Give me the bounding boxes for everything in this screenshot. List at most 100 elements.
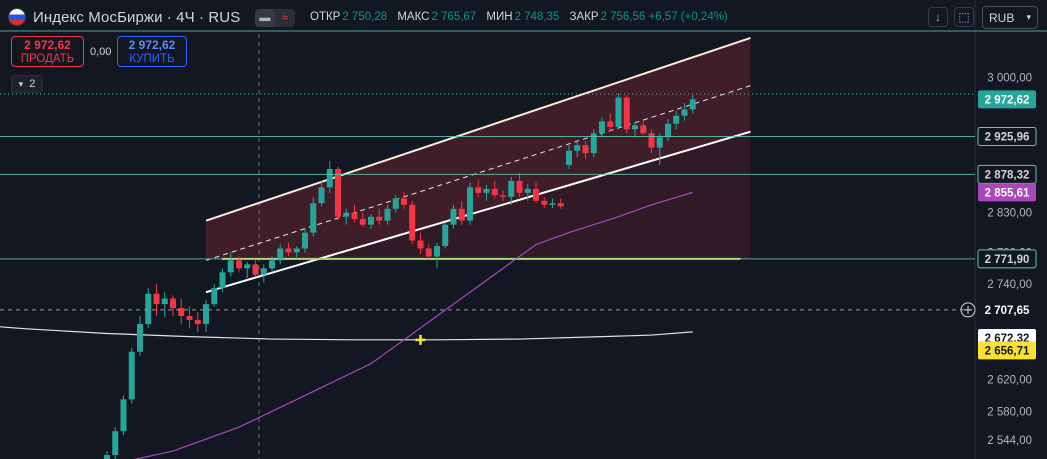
price-label: 2 878,32 [985, 169, 1030, 181]
sell-label: ПРОДАТЬ [20, 53, 75, 65]
candle-body [145, 293, 152, 324]
price-label: 2 656,71 [985, 345, 1030, 357]
chevron-down-icon: ▾ [1026, 12, 1031, 22]
price-label: 2 855,61 [985, 187, 1030, 199]
candle-body [161, 298, 168, 305]
price-label-box [978, 90, 1036, 109]
candle-body [500, 195, 506, 197]
candle-body [640, 125, 647, 134]
candle-body [326, 169, 333, 188]
candle-body [458, 208, 465, 221]
candle-body [244, 264, 251, 269]
candle-body [689, 99, 696, 110]
candle-body [607, 121, 614, 127]
candle-body [194, 319, 201, 324]
candle-body [673, 115, 680, 124]
indicators-collapse-button[interactable]: ▾ 2 [11, 75, 43, 93]
candle-body [368, 216, 374, 225]
buy-price: 2 972,62 [128, 38, 176, 52]
price-label-box [978, 341, 1036, 360]
price-label: 2 771,90 [985, 254, 1030, 266]
channel-fill [206, 37, 751, 259]
candle-body [211, 288, 218, 305]
candle-body [277, 248, 284, 261]
screenshot-icon[interactable]: ⬚ [954, 7, 974, 27]
candle-body [227, 260, 234, 273]
candle-body [582, 145, 589, 154]
candle-body [434, 246, 440, 257]
candle-body [376, 216, 383, 221]
candle-body [533, 188, 539, 201]
candle-body [384, 208, 391, 221]
candle-body [351, 212, 358, 220]
y-tick-label: 2 830,00 [987, 208, 1032, 220]
y-tick-label: 3 000,00 [987, 73, 1032, 85]
close-value: 2 756,56 +6,57 (+0,24%) [600, 11, 728, 23]
minus-icon[interactable]: ▬ [255, 9, 275, 27]
candle-body [442, 224, 449, 247]
candle-body [632, 125, 638, 130]
candle-body [475, 187, 482, 193]
buy-button[interactable]: 2 972,62 КУПИТЬ [117, 36, 187, 67]
y-tick-label: 2 544,00 [987, 435, 1032, 447]
price-label-box [977, 164, 1037, 184]
candle-body [401, 198, 407, 205]
chevron-down-icon: ▾ [18, 78, 24, 89]
candle-body [516, 180, 523, 193]
buy-label: КУПИТЬ [129, 53, 175, 65]
candle-body [425, 248, 432, 257]
candle-body [599, 121, 605, 134]
candle-body [648, 133, 655, 148]
y-tick-label: 2 740,00 [987, 279, 1032, 291]
high-label: МАКС [397, 11, 430, 23]
candle-body [450, 208, 457, 225]
candle-body [359, 219, 366, 225]
price-label-box [977, 249, 1037, 269]
candle-body [656, 137, 663, 148]
price-label: 2 972,62 [985, 94, 1030, 106]
plus-icon [964, 305, 972, 314]
price-axis[interactable]: 3 000,002 830,002 780,002 740,002 620,00… [960, 73, 1037, 447]
symbol-title: Индекс МосБиржи · 4Ч · RUS [33, 8, 241, 26]
candle-body [128, 351, 135, 400]
price-label-box [978, 183, 1036, 202]
moving-averages [0, 191, 693, 459]
price-levels [0, 135, 975, 311]
candle-body [665, 123, 671, 138]
sell-button[interactable]: 2 972,62 ПРОДАТЬ [11, 36, 84, 67]
indicators-count: 2 [29, 78, 36, 90]
candles [104, 93, 696, 459]
ohlc-legend: ОТКР 2 750,28 МАКС 2 765,67 МИН 2 748,35 ЗА… [310, 11, 735, 23]
candle-body [170, 298, 176, 309]
currency-selector[interactable]: RUB ▾ [982, 6, 1038, 29]
chart-style-toggle[interactable]: ▬ ≈ [255, 9, 295, 27]
download-icon[interactable]: ↓ [928, 7, 948, 27]
candle-body [219, 272, 226, 289]
candle-body [285, 248, 292, 253]
sell-price: 2 972,62 [24, 38, 71, 52]
candle-body [681, 109, 688, 116]
low-value: 2 748,35 [514, 11, 560, 23]
add-alert-icon[interactable] [960, 302, 976, 318]
price-label: 2 925,96 [985, 131, 1030, 143]
candle-body [615, 97, 622, 127]
candle-body [392, 198, 399, 209]
wave-icon[interactable]: ≈ [281, 12, 289, 24]
candle-body [260, 268, 267, 275]
candle-body [302, 232, 308, 249]
candle-body [417, 240, 424, 249]
candle-body [252, 264, 259, 275]
candle-body [120, 399, 127, 432]
price-label-box [978, 300, 1036, 319]
price-label-box [977, 126, 1037, 146]
symbol-info[interactable]: Индекс МосБиржи · 4Ч · RUS [8, 8, 240, 26]
ma-white-line [0, 326, 693, 341]
channel-upper-line [205, 36, 751, 222]
y-tick-label: 2 620,00 [987, 375, 1032, 387]
candle-body [137, 323, 143, 352]
chart-header: Индекс МосБиржи · 4Ч · RUS ▬ ≈ ОТКР 2 750… [0, 0, 1038, 34]
high-value: 2 765,67 [431, 11, 477, 23]
candle-body [566, 150, 572, 166]
